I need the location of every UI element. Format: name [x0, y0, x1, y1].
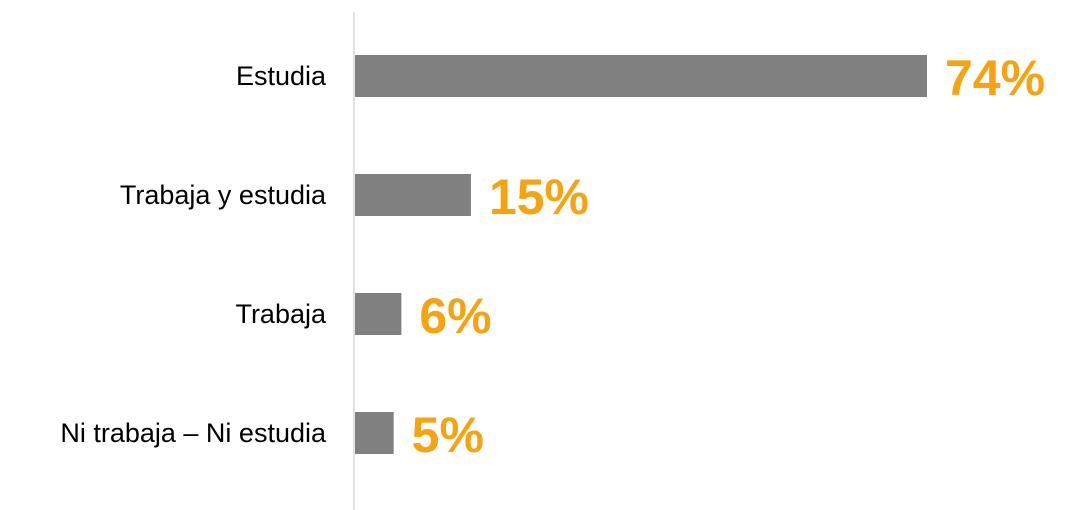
value-label: 6%: [419, 288, 491, 344]
bar: [355, 293, 401, 335]
bar: [355, 55, 927, 97]
value-label: 5%: [412, 407, 484, 463]
chart-marks: Estudia 74% Trabaja y estudia 15% Trabaja 6% N…: [60, 50, 1045, 463]
category-label: Ni trabaja – Ni estudia: [60, 418, 327, 448]
category-label: Trabaja: [235, 299, 327, 329]
category-label: Trabaja y estudia: [120, 180, 327, 210]
value-label: 74%: [945, 50, 1045, 106]
category-label: Estudia: [236, 61, 327, 91]
value-label: 15%: [489, 169, 589, 225]
bar: [355, 412, 394, 454]
bar: [355, 174, 471, 216]
